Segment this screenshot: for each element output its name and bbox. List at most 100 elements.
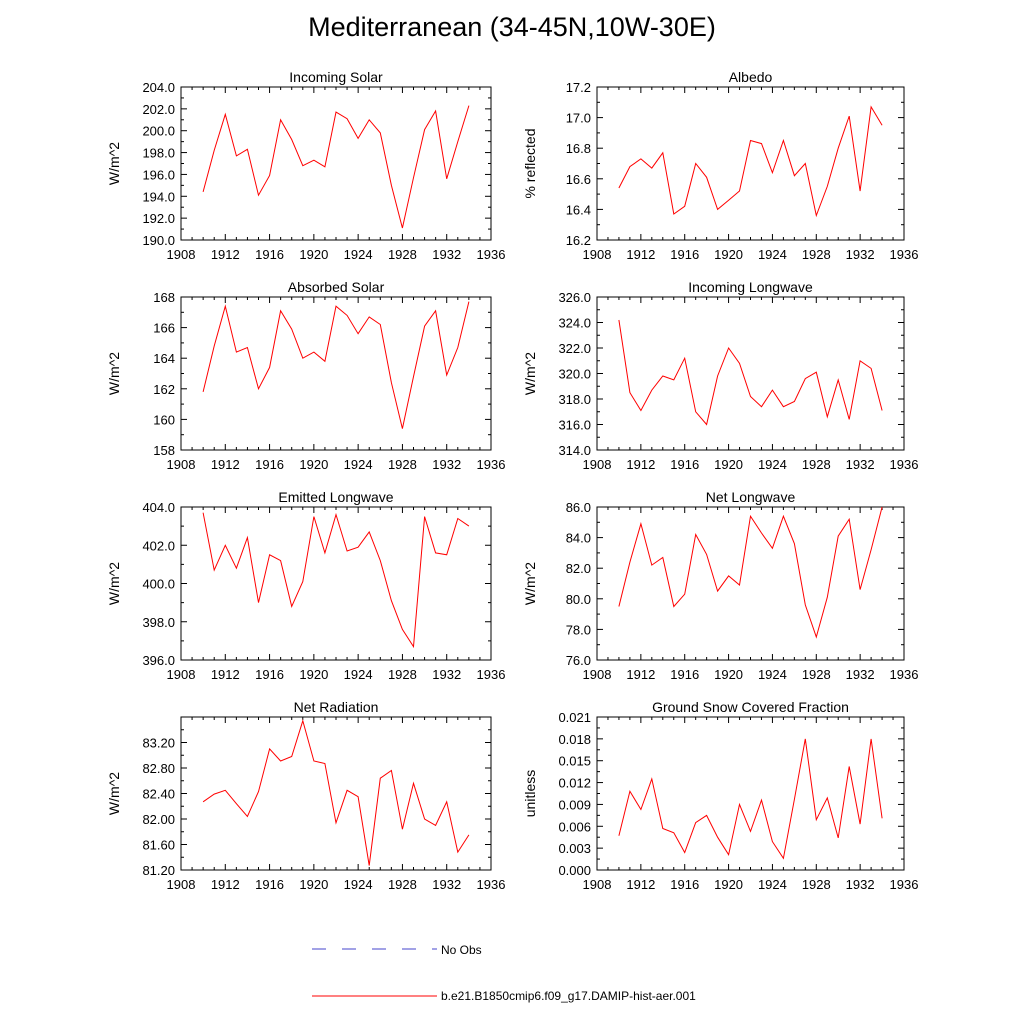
y-tick-label: 16.8 [566,141,591,156]
y-axis-label: W/m^2 [522,562,538,605]
x-tick-label: 1936 [890,667,919,682]
y-tick-label: 0.006 [558,819,591,834]
y-tick-label: 166 [153,321,175,336]
y-tick-label: 82.80 [142,761,175,776]
x-tick-label: 1916 [670,247,699,262]
x-tick-label: 1916 [255,877,284,892]
x-tick-label: 1924 [344,457,373,472]
series-line [618,506,883,639]
x-tick-label: 1936 [477,877,506,892]
x-tick-label: 1916 [670,457,699,472]
y-tick-label: 81.60 [142,838,175,853]
x-tick-label: 1908 [167,457,196,472]
y-tick-label: 202.0 [142,102,175,117]
y-tick-label: 76.0 [566,653,591,668]
x-tick-label: 1908 [167,247,196,262]
x-tick-label: 1912 [626,667,655,682]
y-tick-label: 16.4 [566,202,591,217]
legend-model-label: b.e21.B1850cmip6.f09_g17.DAMIP-hist-aer.… [441,989,696,1003]
x-tick-label: 1936 [477,667,506,682]
x-tick-label: 1920 [299,877,328,892]
y-tick-label: 168 [153,290,175,305]
x-tick-label: 1912 [626,877,655,892]
x-tick-label: 1924 [344,877,373,892]
y-tick-label: 192.0 [142,211,175,226]
y-tick-label: 83.20 [142,736,175,751]
x-tick-label: 1916 [255,667,284,682]
panel-1: 1908 1912 1916 1920 1924 1928 1932 1936 190.0 192… [106,69,505,262]
y-tick-label: 17.0 [566,111,591,126]
x-tick-label: 1928 [388,457,417,472]
x-tick-label: 1920 [714,457,743,472]
x-tick-label: 1936 [890,877,919,892]
x-tick-label: 1928 [802,457,831,472]
x-tick-label: 1916 [670,877,699,892]
page-title: Mediterranean (34-45N,10W-30E) [308,12,716,42]
y-axis-label: unitless [522,770,538,817]
y-tick-label: 320.0 [558,367,591,382]
y-tick-label: 404.0 [142,500,175,515]
panel-3: 1908 1912 1916 1920 1924 1928 1932 1936 158 160 16… [106,279,505,472]
x-tick-label: 1908 [167,877,196,892]
y-axis-label: % reflected [522,128,538,198]
panel-4: 1908 1912 1916 1920 1924 1928 1932 1936 314.0 316… [522,279,918,472]
y-tick-label: 82.0 [566,561,591,576]
plot-frame [596,716,905,871]
y-tick-label: 82.00 [142,812,175,827]
x-tick-label: 1908 [167,667,196,682]
x-tick-label: 1916 [670,667,699,682]
panel-8: 1908 1912 1916 1920 1924 1928 1932 1936 0.000 0.0… [522,699,918,892]
y-tick-label: 314.0 [558,443,591,458]
x-tick-label: 1912 [211,877,240,892]
panel-title: Absorbed Solar [288,279,385,295]
y-axis-label: W/m^2 [106,142,122,185]
panel-title: Net Radiation [294,699,379,715]
series-line [618,105,883,218]
y-tick-label: 200.0 [142,124,175,139]
x-tick-label: 1932 [846,877,875,892]
y-tick-label: 78.0 [566,622,591,637]
x-tick-label: 1912 [626,247,655,262]
series-line [202,301,470,429]
x-tick-label: 1916 [255,457,284,472]
panel-title: Ground Snow Covered Fraction [652,699,849,715]
y-axis-label: W/m^2 [106,772,122,815]
y-tick-label: 0.021 [558,710,591,725]
y-tick-label: 164 [153,351,175,366]
x-tick-label: 1932 [432,457,461,472]
x-tick-label: 1920 [714,667,743,682]
x-tick-label: 1924 [344,667,373,682]
y-tick-label: 400.0 [142,577,175,592]
panel-title: Albedo [729,69,773,85]
panel-7: 1908 1912 1916 1920 1924 1928 1932 1936 81.20 81.… [106,699,505,892]
x-tick-label: 1932 [846,667,875,682]
y-tick-label: 402.0 [142,538,175,553]
panel-title: Net Longwave [706,489,796,505]
panel-title: Incoming Solar [289,69,383,85]
x-tick-label: 1924 [344,247,373,262]
x-tick-label: 1924 [758,877,787,892]
x-tick-label: 1912 [211,667,240,682]
y-tick-label: 86.0 [566,500,591,515]
y-tick-label: 324.0 [558,316,591,331]
x-tick-label: 1932 [846,247,875,262]
y-axis-label: W/m^2 [106,562,122,605]
plot-frame [596,506,905,661]
series-line [202,105,470,229]
x-tick-label: 1920 [299,667,328,682]
x-tick-label: 1932 [432,247,461,262]
x-tick-label: 1924 [758,667,787,682]
plot-frame [180,506,492,661]
y-tick-label: 396.0 [142,653,175,668]
y-tick-label: 398.0 [142,615,175,630]
y-tick-label: 162 [153,382,175,397]
y-tick-label: 0.018 [558,732,591,747]
series-line [202,719,470,866]
y-tick-label: 0.012 [558,776,591,791]
x-tick-label: 1908 [583,457,612,472]
x-tick-label: 1932 [432,877,461,892]
legend: No Obs b.e21.B1850cmip6.f09_g17.DAMIP-hi… [312,943,696,1003]
x-tick-label: 1928 [802,667,831,682]
x-tick-label: 1936 [477,457,506,472]
y-tick-label: 0.003 [558,841,591,856]
